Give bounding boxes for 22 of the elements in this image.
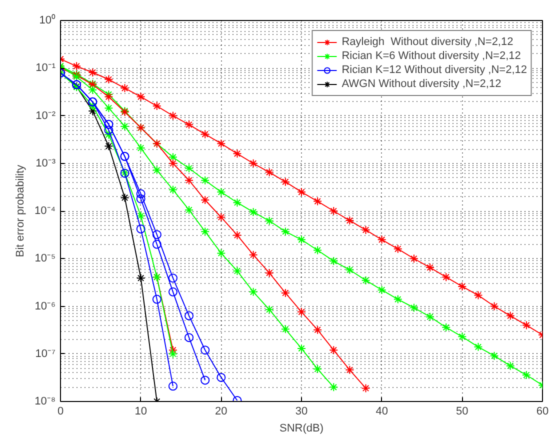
x-tick-label: 30 xyxy=(295,406,308,418)
y-axis-title: Bit error probability xyxy=(14,164,27,258)
y-tick-label: 10⁻³ xyxy=(36,157,56,170)
legend-label: Rician K=12 Without diversity ,N=2,12 xyxy=(342,63,527,77)
y-tick-label: 10⁻² xyxy=(36,110,56,122)
legend-label: AWGN Without diversity ,N=2,12 xyxy=(342,77,502,91)
x-tick-label: 50 xyxy=(456,406,468,418)
y-tick-label: 10⁻¹ xyxy=(36,62,56,74)
x-tick-label: 10 xyxy=(134,406,147,418)
y-tick-label: 10⁻⁸ xyxy=(34,396,56,408)
y-tick-label: 10⁻⁶ xyxy=(34,300,56,312)
legend-label: Rician K=6 Without diversity ,N=2,12 xyxy=(342,49,521,63)
legend-label: Rayleigh Without diversity ,N=2,12 xyxy=(342,35,514,49)
x-tick-label: 60 xyxy=(536,406,549,418)
x-tick-label: 20 xyxy=(215,406,228,418)
x-axis-title: SNR(dB) xyxy=(279,422,324,434)
x-tick-label: 40 xyxy=(376,406,388,418)
x-tick-label: 0 xyxy=(57,406,64,418)
y-tick-label: 10⁻⁴ xyxy=(34,205,56,217)
y-tick-label: 10⁻⁷ xyxy=(35,348,56,360)
y-tick-label: 10⁰ xyxy=(39,14,56,26)
y-tick-label: 10⁻⁵ xyxy=(34,252,56,265)
